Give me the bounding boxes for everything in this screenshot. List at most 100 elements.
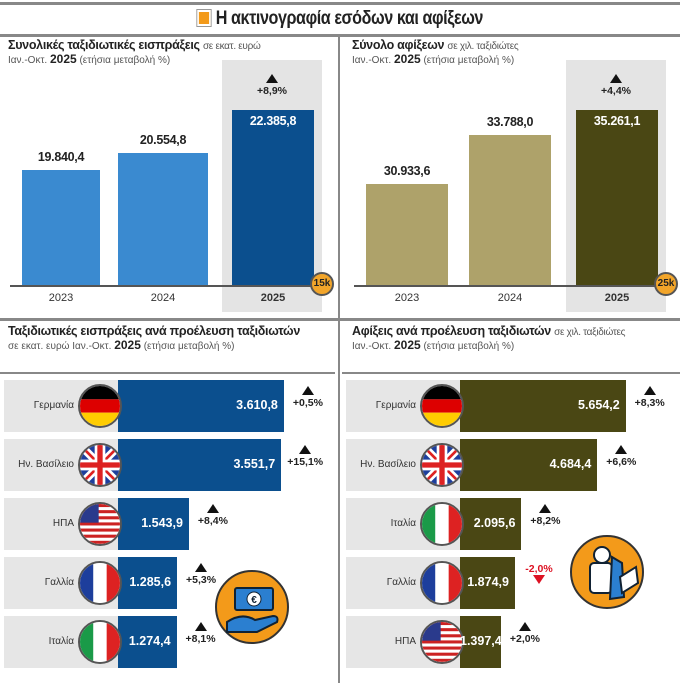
triangle-down-icon [532, 575, 545, 584]
triangle-up-icon [518, 622, 531, 631]
data-label: 22.385,8 [249, 114, 297, 128]
receipts-country-header: Ταξιδιωτικές εισπράξεις ανά προέλευση τα… [8, 324, 300, 352]
bar-us [118, 498, 189, 550]
divider [338, 36, 340, 326]
country-label: ΗΠΑ [394, 636, 416, 647]
year: 2025 [393, 52, 421, 66]
change-label: +8,2% [523, 504, 567, 527]
change-value: +8,2% [530, 515, 561, 527]
data-label: 2.095,6 [473, 516, 516, 530]
data-label: 33.788,0 [486, 115, 534, 130]
change-value: +2,0% [509, 633, 540, 645]
bar-2024 [118, 153, 208, 285]
money-hand-icon: € [215, 570, 289, 644]
change-value: +8,4% [197, 515, 228, 527]
arrivals-country-header: Αφίξεις ανά προέλευση ταξιδιωτών σε χιλ.… [352, 324, 625, 352]
receipts-total-header: Συνολικές ταξιδιωτικές εισπράξεις σε εκα… [8, 38, 261, 66]
x-axis [10, 285, 320, 287]
triangle-up-icon [539, 504, 552, 513]
country-label: Ην. Βασίλειο [360, 459, 416, 470]
bar-fr [118, 557, 178, 609]
title-text: Η ακτινογραφία εσόδων και αφίξεων [215, 8, 484, 29]
flag-fr-icon [420, 561, 464, 605]
change-label: +6,6% [599, 445, 643, 468]
bar-2024 [469, 135, 551, 285]
change-value: +8,9% [256, 85, 288, 97]
period: Ιαν.-Οκτ. [8, 55, 48, 66]
flag-it-icon [78, 620, 122, 664]
triangle-up-icon [301, 386, 314, 395]
note: (ετήσια μεταβολή %) [79, 55, 171, 66]
data-label: 1.274,4 [128, 634, 171, 648]
panel-title: Σύνολο αφίξεων [352, 38, 445, 52]
flag-us-icon [78, 502, 122, 546]
arrivals-total-header: Σύνολο αφίξεων σε χιλ. ταξιδιώτες Ιαν.-Ο… [352, 38, 519, 66]
period: Ιαν.-Οκτ. [352, 341, 392, 352]
data-label: 4.684,4 [549, 457, 592, 471]
period: Ιαν.-Οκτ. [352, 55, 392, 66]
panel-unit: σε χιλ. ταξιδιώτες [447, 41, 519, 52]
change-label: +4,4% [584, 74, 648, 97]
flag-us-icon [420, 620, 464, 664]
data-label: 3.551,7 [233, 457, 276, 471]
country-label: ΗΠΑ [52, 518, 74, 529]
triangle-up-icon [610, 74, 622, 83]
country-label: Γαλλία [386, 577, 416, 588]
flag-fr-icon [78, 561, 122, 605]
bar-us [460, 616, 501, 668]
flag-de-icon [420, 384, 464, 428]
change-label: +2,0% [503, 622, 547, 645]
panel-title: Ταξιδιωτικές εισπράξεις ανά προέλευση τα… [8, 324, 300, 338]
change-label: +8,1% [179, 622, 223, 645]
x-axis [354, 285, 664, 287]
x-tick-label: 2024 [150, 292, 176, 304]
change-value: +15,1% [287, 456, 324, 468]
panel-unit: σε χιλ. ταξιδιώτες [554, 327, 626, 338]
data-label: 1.874,9 [467, 575, 509, 589]
bar-de [460, 380, 626, 432]
change-value: +5,3% [186, 574, 217, 586]
data-label: 3.610,8 [236, 398, 278, 412]
divider [0, 372, 335, 374]
change-label: -2,0% [517, 563, 561, 586]
data-label: 5.654,2 [578, 398, 620, 412]
axis-start-badge: 25k [654, 272, 678, 296]
flag-uk-icon [78, 443, 122, 487]
panel-unit: σε εκατ. ευρώ [202, 41, 261, 52]
change-value: +8,3% [634, 397, 665, 409]
bar-2023 [22, 170, 100, 285]
change-label: +15,1% [283, 445, 327, 468]
year: 2025 [393, 338, 421, 352]
panel-unit: σε εκατ. ευρώ Ιαν.-Οκτ. [8, 341, 112, 352]
axis-start-badge: 15k [310, 272, 334, 296]
bar-it [118, 616, 177, 668]
bar-2023 [366, 183, 448, 285]
divider [342, 372, 680, 374]
change-value: +0,5% [292, 397, 323, 409]
bar-it [460, 498, 522, 550]
bar-de [118, 380, 284, 432]
country-label: Ην. Βασίλειο [18, 459, 74, 470]
data-label: 20.554,8 [139, 133, 187, 148]
country-label: Ιταλία [48, 636, 74, 647]
country-label: Γερμανία [375, 400, 416, 411]
bar-uk [460, 439, 598, 491]
country-label: Γερμανία [33, 400, 74, 411]
bar-uk [118, 439, 282, 491]
triangle-up-icon [299, 445, 312, 454]
divider [0, 34, 680, 37]
change-label: +0,5% [286, 386, 330, 409]
note: (ετήσια μεταβολή %) [423, 341, 515, 352]
logo-icon [196, 9, 212, 27]
divider [0, 318, 680, 321]
bar-2025 [232, 110, 314, 285]
change-value: +8,1% [185, 633, 216, 645]
data-label: 19.840,4 [37, 150, 85, 165]
traveler-icon [570, 535, 644, 609]
change-value: +4,4% [600, 85, 632, 97]
flag-de-icon [78, 384, 122, 428]
bar-fr [460, 557, 515, 609]
flag-uk-icon [420, 443, 464, 487]
data-label: 1.285,6 [129, 575, 172, 589]
data-label: 1.397,4 [460, 634, 502, 648]
